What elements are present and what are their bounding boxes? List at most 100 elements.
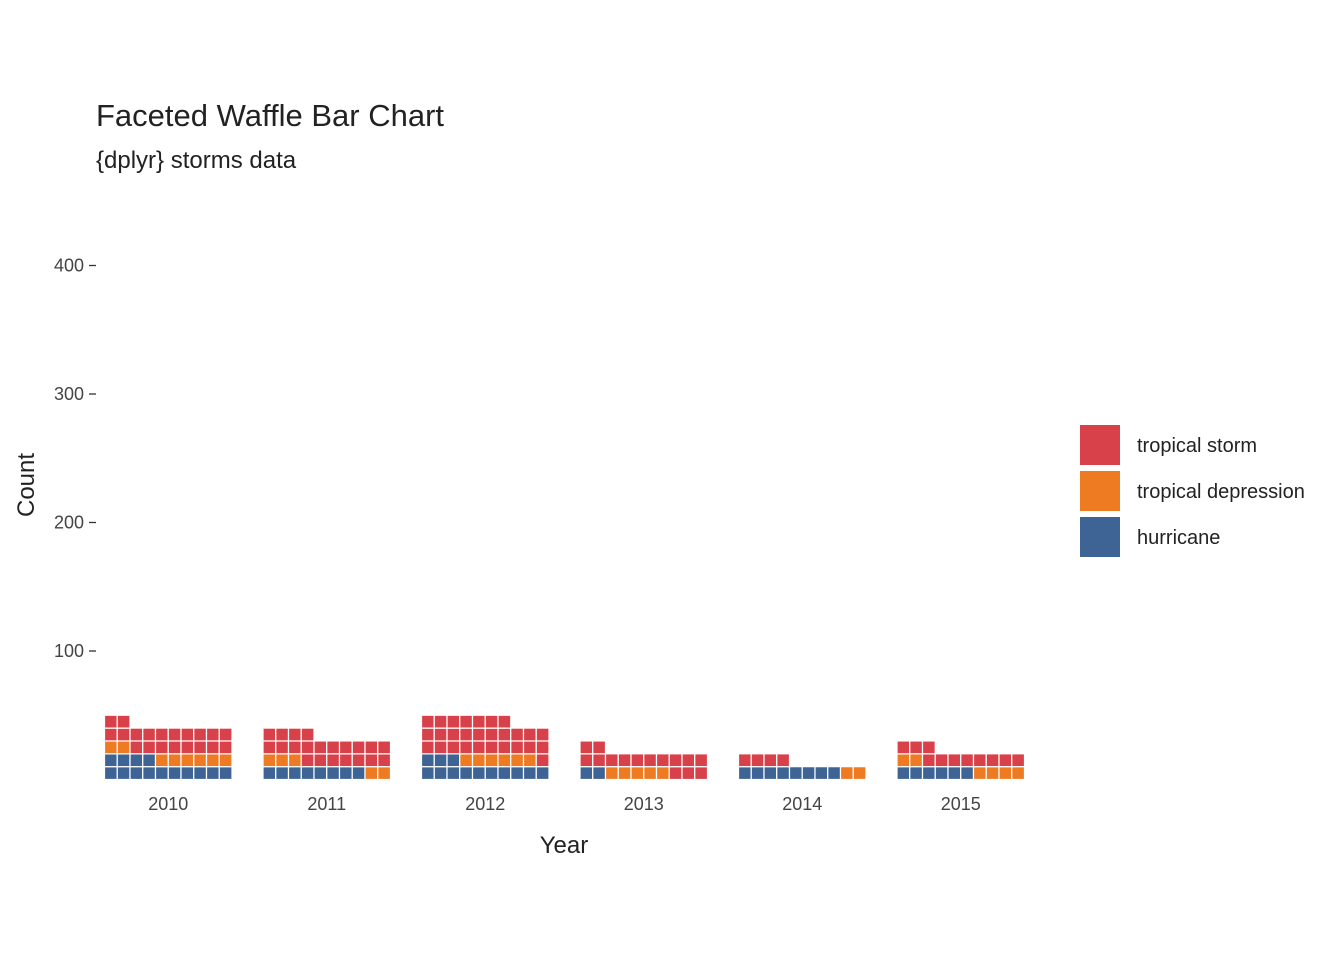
- waffle-cell: [998, 753, 1013, 768]
- waffle-cell: [351, 740, 366, 755]
- waffle-cell: [934, 753, 949, 768]
- waffle-cell: [459, 753, 474, 768]
- waffle-cell: [446, 753, 461, 768]
- waffle-cell: [484, 753, 499, 768]
- waffle-cell: [116, 766, 131, 781]
- waffle-bar-2015: [896, 740, 1026, 781]
- waffle-cell: [801, 766, 816, 781]
- waffle-cell: [535, 753, 550, 768]
- waffle-cell: [814, 766, 829, 781]
- waffle-cell: [909, 766, 924, 781]
- waffle-cell: [681, 766, 696, 781]
- waffle-cell: [579, 740, 594, 755]
- waffle-cell: [167, 740, 182, 755]
- waffle-cell: [947, 753, 962, 768]
- waffle-cell: [497, 727, 512, 742]
- waffle-cell: [471, 753, 486, 768]
- waffle-cell: [471, 766, 486, 781]
- waffle-cell: [763, 753, 778, 768]
- waffle-cell: [896, 753, 911, 768]
- waffle-cell: [694, 753, 709, 768]
- waffle-cell: [446, 766, 461, 781]
- waffle-cell: [668, 766, 683, 781]
- waffle-cell: [287, 740, 302, 755]
- waffle-cell: [909, 753, 924, 768]
- chart-title: Faceted Waffle Bar Chart: [96, 98, 444, 133]
- waffle-cell: [103, 714, 118, 729]
- waffle-cell: [420, 740, 435, 755]
- waffle-cell: [129, 740, 144, 755]
- waffle-cell: [420, 753, 435, 768]
- waffle-bar-2011: [262, 727, 392, 781]
- waffle-cell: [116, 740, 131, 755]
- waffle-cell: [180, 740, 195, 755]
- waffle-cell: [205, 753, 220, 768]
- waffle-cell: [193, 753, 208, 768]
- waffle-cell: [852, 766, 867, 781]
- waffle-cell: [103, 766, 118, 781]
- waffle-cell: [535, 766, 550, 781]
- waffle-cell: [154, 753, 169, 768]
- waffle-cell: [510, 766, 525, 781]
- legend-swatch: [1080, 517, 1120, 557]
- waffle-cell: [377, 740, 392, 755]
- x-tick-label: 2011: [307, 794, 346, 814]
- waffle-cell: [617, 766, 632, 781]
- x-tick-label: 2014: [782, 794, 822, 814]
- waffle-cell: [604, 766, 619, 781]
- waffle-cell: [142, 740, 157, 755]
- waffle-cell: [218, 766, 233, 781]
- waffle-cell: [300, 740, 315, 755]
- waffle-cell: [103, 753, 118, 768]
- waffle-cell: [1011, 766, 1026, 781]
- waffle-cell: [154, 727, 169, 742]
- waffle-cell: [668, 753, 683, 768]
- waffle-cell: [947, 766, 962, 781]
- legend: tropical storm tropical depression hurrica…: [1080, 425, 1305, 557]
- waffle-cell: [326, 766, 341, 781]
- waffle-cell: [364, 766, 379, 781]
- waffle-cell: [275, 753, 290, 768]
- waffle-cell: [262, 753, 277, 768]
- y-tick-label: 200: [54, 513, 84, 533]
- waffle-cell: [300, 766, 315, 781]
- waffle-cell: [262, 727, 277, 742]
- legend-label: tropical depression: [1137, 481, 1305, 503]
- waffle-cell: [205, 740, 220, 755]
- y-tick-label: 400: [54, 256, 84, 276]
- waffle-cell: [275, 740, 290, 755]
- waffle-cell: [275, 766, 290, 781]
- waffle-cell: [180, 727, 195, 742]
- waffle-cell: [471, 727, 486, 742]
- waffle-cell: [326, 740, 341, 755]
- waffle-cell: [1011, 753, 1026, 768]
- waffle-cell: [459, 727, 474, 742]
- legend-swatch: [1080, 425, 1120, 465]
- waffle-cell: [262, 740, 277, 755]
- waffle-cell: [788, 766, 803, 781]
- waffle-cell: [275, 727, 290, 742]
- waffle-cell: [459, 766, 474, 781]
- waffle-cell: [167, 766, 182, 781]
- y-axis: 100 200 300 400: [54, 256, 96, 661]
- waffle-cell: [446, 740, 461, 755]
- waffle-cell: [433, 714, 448, 729]
- waffle-cell: [287, 766, 302, 781]
- waffle-cell: [484, 766, 499, 781]
- waffle-cell: [522, 753, 537, 768]
- waffle-cell: [681, 753, 696, 768]
- legend-swatch: [1080, 471, 1120, 511]
- waffle-cell: [934, 766, 949, 781]
- waffle-cell: [142, 727, 157, 742]
- chart-subtitle: {dplyr} storms data: [96, 147, 297, 174]
- waffle-cell: [827, 766, 842, 781]
- waffle-cell: [998, 766, 1013, 781]
- x-tick-label: 2012: [465, 794, 505, 814]
- waffle-cell: [313, 740, 328, 755]
- waffle-cell: [763, 766, 778, 781]
- waffle-cell: [433, 740, 448, 755]
- x-axis: 2010 2011 2012 2013 2014 2015: [148, 794, 981, 814]
- waffle-cell: [364, 753, 379, 768]
- waffle-cell: [287, 727, 302, 742]
